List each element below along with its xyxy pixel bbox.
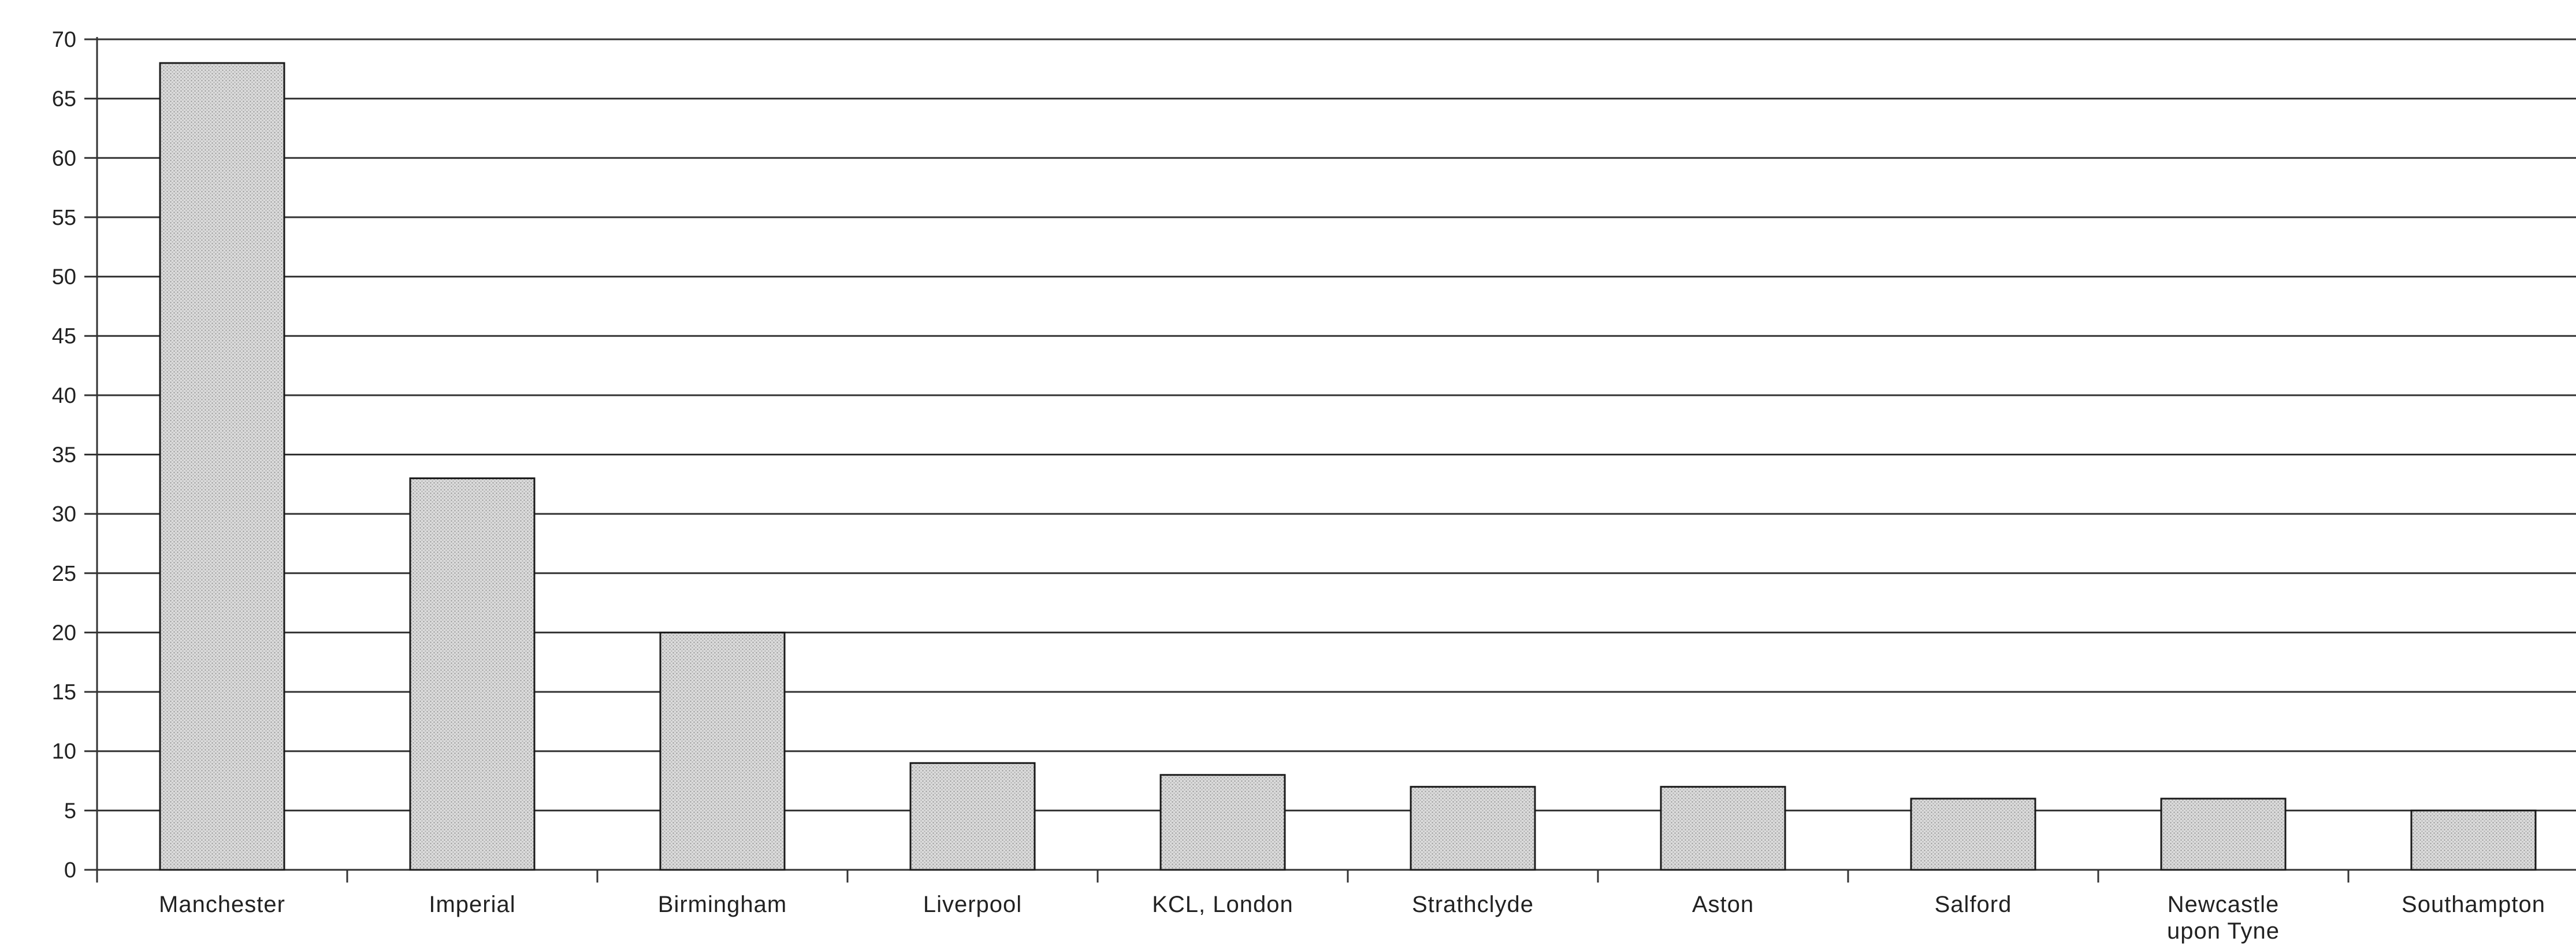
bar xyxy=(1159,774,1286,871)
x-tick-label: Manchester xyxy=(159,892,285,917)
x-tick-label: KCL, London xyxy=(1152,892,1293,917)
y-tick-label: 65 xyxy=(52,87,76,112)
x-tick-label: Newcastle upon Tyne xyxy=(2167,892,2280,944)
y-tick-label: 60 xyxy=(52,146,76,170)
x-tick-label-line: Birmingham xyxy=(658,892,787,917)
bars xyxy=(159,62,2537,871)
x-tick-label-line: Southampton xyxy=(2402,892,2545,917)
bar xyxy=(1910,798,2036,871)
y-tick-label: 40 xyxy=(52,384,76,408)
bar xyxy=(1660,785,1786,871)
y-tick-label: 15 xyxy=(52,680,76,705)
y-tick-label: 45 xyxy=(52,324,76,349)
x-tick-label-line: Aston xyxy=(1692,892,1754,917)
x-tick-label: Southampton xyxy=(2402,892,2545,917)
x-tick-label: Imperial xyxy=(429,892,515,917)
x-tick-label-line: Imperial xyxy=(429,892,515,917)
bar xyxy=(159,62,285,871)
y-tick-label: 30 xyxy=(52,502,76,527)
y-tick-labels: 0 5 10 15 20 25 30 35 40 45 50 55 60 65 70 xyxy=(52,28,76,883)
y-tick-label: 0 xyxy=(64,858,76,883)
bar xyxy=(2410,809,2537,871)
bar xyxy=(409,477,536,871)
y-tick-label: 50 xyxy=(52,265,76,290)
y-tick-label: 25 xyxy=(52,562,76,586)
bar xyxy=(2160,798,2287,871)
y-tick-label: 5 xyxy=(64,799,76,823)
x-tick-label: Salford xyxy=(1935,892,2012,917)
x-tick-labels: Manchester Imperial Birmingham Liverpool KCL… xyxy=(159,892,2545,944)
x-tick-label-line: Liverpool xyxy=(923,892,1022,917)
x-tick-label: Aston xyxy=(1692,892,1754,917)
bar xyxy=(909,762,1036,871)
bar xyxy=(659,631,786,871)
y-tick-label: 20 xyxy=(52,621,76,645)
y-tick-label: 70 xyxy=(52,28,76,52)
bar xyxy=(1410,785,1536,871)
x-tick-label: Birmingham xyxy=(658,892,787,917)
y-tick-label: 55 xyxy=(52,206,76,230)
y-tick-label: 35 xyxy=(52,443,76,468)
x-tick-label-line: Salford xyxy=(1935,892,2012,917)
x-tick-label: Liverpool xyxy=(923,892,1022,917)
x-tick-label-line: Manchester xyxy=(159,892,285,917)
x-tick-label: Strathclyde xyxy=(1412,892,1534,917)
x-tick-label-line: upon Tyne xyxy=(2167,918,2280,944)
y-tick-label: 10 xyxy=(52,740,76,764)
x-tick-label-line: Strathclyde xyxy=(1412,892,1534,917)
x-tick-label-line: Newcastle xyxy=(2168,892,2280,917)
x-tick-label-line: KCL, London xyxy=(1152,892,1293,917)
